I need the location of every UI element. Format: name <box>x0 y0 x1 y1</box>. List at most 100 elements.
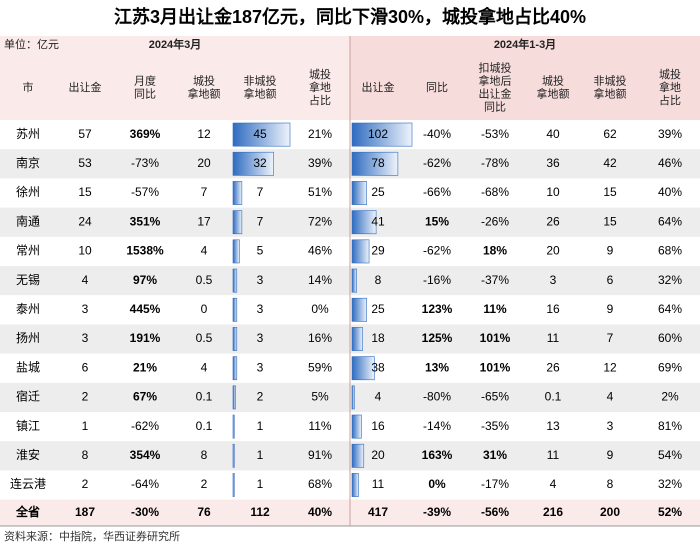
table-cell: 6 <box>607 273 614 287</box>
table-cell: 3 <box>257 302 264 316</box>
data-bar <box>232 210 243 235</box>
total-cell: 200 <box>600 505 620 519</box>
data-bar <box>351 327 363 351</box>
table-cell: 7 <box>607 331 614 345</box>
table-cell: 2% <box>661 390 679 404</box>
data-bar <box>232 473 235 497</box>
table-cell: 101% <box>480 331 511 345</box>
table-cell: 16 <box>546 302 560 316</box>
table-cell: 31% <box>483 448 507 462</box>
table-cell: 11% <box>483 302 507 316</box>
table-cell: 3 <box>550 273 557 287</box>
table-cell: 4 <box>375 390 382 404</box>
table-cell: -66% <box>423 185 451 199</box>
table-cell: 46% <box>308 244 332 258</box>
total-cell: 417 <box>368 505 388 519</box>
table-cell: 51% <box>308 185 332 199</box>
table-cell: -80% <box>423 390 451 404</box>
header-bg-right <box>350 36 700 120</box>
city-cell: 常州 <box>16 244 40 258</box>
table-cell: 5% <box>311 390 329 404</box>
city-cell: 淮安 <box>16 447 40 462</box>
city-cell: 扬州 <box>16 330 40 345</box>
column-header: 拿地 <box>309 80 331 94</box>
data-bar <box>351 151 399 176</box>
table-cell: 10 <box>78 244 92 258</box>
table-cell: 20 <box>197 156 211 170</box>
table-cell: 125% <box>422 331 453 345</box>
column-header: 拿地 <box>659 80 681 94</box>
table-cell: -37% <box>481 273 509 287</box>
table-cell: 191% <box>130 331 161 345</box>
data-bar <box>232 151 274 176</box>
table-cell: 351% <box>130 214 161 228</box>
data-bar <box>232 122 291 147</box>
table-cell: 0.5 <box>196 273 213 287</box>
table-cell: 9 <box>607 302 614 316</box>
table-cell: 20 <box>371 448 385 462</box>
table-cell: 1 <box>82 419 89 433</box>
table-cell: 72% <box>308 214 332 228</box>
table-cell: 7 <box>257 214 264 228</box>
city-cell: 无锡 <box>16 272 40 287</box>
total-cell: 全省 <box>15 504 40 519</box>
table-cell: 21% <box>308 127 332 141</box>
table-cell: 21% <box>133 360 157 374</box>
table-cell: 2 <box>257 390 264 404</box>
table-cell: -78% <box>481 156 509 170</box>
table-cell: -62% <box>423 156 451 170</box>
table-cell: 8 <box>607 477 614 491</box>
city-cell: 苏州 <box>16 127 40 141</box>
table-cell: 41 <box>371 214 385 228</box>
column-header: 拿地额 <box>188 86 221 100</box>
table-cell: 36 <box>546 156 560 170</box>
column-header: 城投 <box>193 73 215 87</box>
table-cell: 15 <box>78 185 92 199</box>
table-cell: 2 <box>201 477 208 491</box>
table-cell: 62 <box>603 127 617 141</box>
column-header: 非城投 <box>594 73 627 87</box>
table-cell: 42 <box>603 156 617 170</box>
table-cell: -17% <box>481 477 509 491</box>
data-bar <box>351 443 365 468</box>
data-bar <box>232 356 238 381</box>
table-cell: 91% <box>308 448 332 462</box>
table-cell: 1538% <box>126 244 164 258</box>
column-header: 拿地额 <box>244 86 277 100</box>
table-cell: 24 <box>78 214 92 228</box>
city-cell: 泰州 <box>16 302 40 316</box>
table-cell: 32% <box>658 273 682 287</box>
table-cell: 354% <box>130 448 161 462</box>
table-cell: 0.1 <box>196 419 213 433</box>
data-bar <box>351 385 355 410</box>
group-label: 2024年1-3月 <box>494 37 556 51</box>
column-header: 出让金 <box>69 80 102 94</box>
table-cell: -35% <box>481 419 509 433</box>
column-header: 城投 <box>309 67 331 81</box>
table-cell: -62% <box>131 419 159 433</box>
table-cell: 3 <box>257 331 264 345</box>
table-cell: 445% <box>130 302 161 316</box>
city-cell: 盐城 <box>16 360 40 374</box>
table-cell: -16% <box>423 273 451 287</box>
table-cell: 39% <box>308 156 332 170</box>
table-cell: 97% <box>133 273 157 287</box>
table-cell: 15 <box>603 214 617 228</box>
table-cell: 32% <box>658 477 682 491</box>
table-cell: 369% <box>130 127 161 141</box>
table-cell: 10 <box>546 185 560 199</box>
table-cell: 81% <box>658 419 682 433</box>
table-cell: -68% <box>481 185 509 199</box>
data-bar <box>351 122 413 147</box>
column-header: 扣城投 <box>479 60 512 74</box>
table-cell: 68% <box>658 244 682 258</box>
city-cell: 南通 <box>16 213 40 228</box>
table-cell: 3 <box>257 360 264 374</box>
table-cell: 13% <box>425 360 449 374</box>
column-header: 同比 <box>134 87 156 100</box>
table-cell: 39% <box>658 127 682 141</box>
table-cell: 4 <box>607 390 614 404</box>
table-cell: -64% <box>131 477 159 491</box>
column-header: 同比 <box>484 100 506 113</box>
